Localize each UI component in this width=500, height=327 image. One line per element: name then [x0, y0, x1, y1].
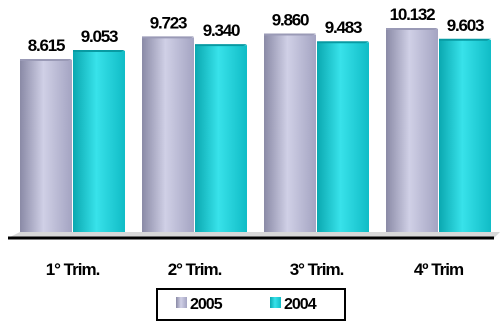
bar-top-2004-1 [73, 50, 125, 53]
x-axis [8, 232, 500, 240]
bar-top-2004-2 [195, 44, 247, 47]
value-label-2004-3: 9.483 [325, 18, 362, 37]
category-label-4: 4º Trim [414, 260, 464, 279]
legend: 2005 2004 [156, 288, 346, 321]
value-label-2004-2: 9.340 [203, 21, 240, 40]
category-labels-group: 1° Trim. 2° Trim. 3° Trim. 4º Trim [46, 260, 465, 279]
legend-swatch-2005 [176, 297, 187, 308]
bar-2004-2 [195, 45, 247, 235]
bar-2004-1 [73, 51, 125, 236]
bar-2005-1 [20, 59, 72, 236]
bar-top-2004-3 [317, 41, 369, 44]
legend-label-2004: 2004 [284, 296, 317, 313]
value-label-2005-2: 9.723 [150, 13, 187, 32]
bar-top-2005-2 [142, 36, 194, 39]
bar-2005-2 [142, 37, 194, 235]
value-label-2004-4: 9.603 [447, 16, 484, 35]
bar-2005-4 [386, 28, 438, 235]
bar-top-2005-1 [20, 58, 72, 61]
category-label-2: 2° Trim. [168, 260, 222, 279]
value-label-2004-1: 9.053 [81, 27, 118, 46]
legend-box [156, 288, 346, 321]
value-label-2005-4: 10.132 [390, 5, 436, 24]
bar-2004-4 [439, 39, 491, 235]
legend-swatch-2004 [270, 297, 281, 308]
bars-group [20, 27, 491, 236]
category-label-3: 3° Trim. [290, 260, 344, 279]
bar-top-2005-4 [386, 27, 438, 30]
bar-2005-3 [264, 34, 316, 235]
legend-label-2005: 2005 [190, 296, 223, 313]
bar-top-2004-4 [439, 38, 491, 41]
value-label-2005-3: 9.860 [272, 11, 309, 30]
value-label-2005-1: 8.615 [28, 36, 65, 55]
bar-2004-3 [317, 42, 369, 236]
category-label-1: 1° Trim. [46, 260, 100, 279]
value-labels-group: 8.615 9.053 9.723 9.340 9.860 9.483 10.132 9.60… [28, 5, 485, 55]
bar-top-2005-3 [264, 33, 316, 36]
